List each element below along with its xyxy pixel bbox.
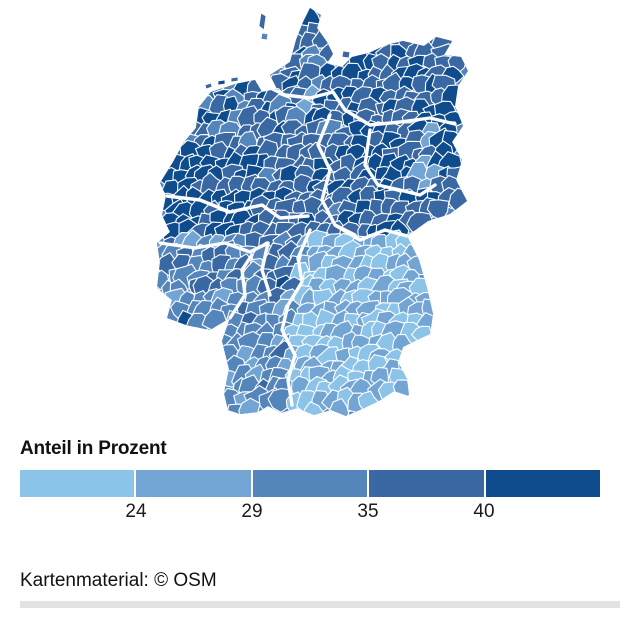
island-district[interactable] — [258, 12, 267, 31]
legend-break-label: 40 — [473, 501, 495, 522]
map-attribution: Kartenmaterial: © OSM — [20, 570, 217, 591]
island-district[interactable] — [217, 79, 226, 86]
island-district[interactable] — [260, 32, 269, 41]
state-border — [228, 253, 254, 320]
legend-title: Anteil in Prozent — [20, 438, 167, 459]
state-border — [165, 194, 310, 220]
state-border — [363, 128, 437, 197]
legend-break-label: 35 — [357, 501, 379, 522]
legend-break-label: 29 — [241, 501, 263, 522]
district[interactable] — [392, 379, 414, 401]
state-border — [280, 228, 312, 407]
legend-segment — [136, 470, 251, 497]
state-border — [260, 241, 272, 297]
legend-segment — [252, 470, 368, 497]
legend-segment — [485, 470, 601, 497]
legend-break-label: 24 — [125, 501, 147, 522]
state-border — [158, 241, 270, 254]
island-district[interactable] — [341, 50, 351, 59]
legend-segment — [20, 470, 135, 497]
state-border — [343, 108, 457, 127]
bottom-divider-bar — [20, 601, 620, 608]
legend-color-scale — [20, 470, 601, 497]
state-border — [333, 223, 409, 242]
legend-break-labels: 24 29 35 40 — [20, 501, 600, 525]
island-district[interactable] — [230, 76, 239, 83]
island-district[interactable] — [204, 82, 213, 90]
germany-district-map[interactable] — [150, 4, 498, 428]
legend-segment — [369, 470, 484, 497]
state-border — [256, 80, 347, 112]
